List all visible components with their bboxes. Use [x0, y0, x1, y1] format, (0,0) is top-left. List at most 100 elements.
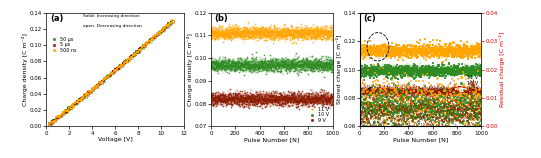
Point	[160, 27, 168, 29]
Point	[476, 48, 484, 51]
Point	[219, 61, 227, 64]
Point	[403, 50, 412, 52]
Point	[215, 99, 223, 101]
Point	[320, 97, 329, 100]
Point	[465, 108, 474, 110]
Point	[224, 65, 233, 67]
Point	[326, 62, 334, 65]
Point	[395, 94, 404, 97]
Point	[316, 31, 325, 34]
Point	[47, 121, 55, 124]
Point	[476, 71, 485, 74]
Point	[277, 95, 286, 97]
Point	[372, 112, 380, 115]
Point	[414, 105, 423, 107]
Point	[404, 70, 413, 73]
Point	[473, 99, 481, 101]
Point	[359, 112, 368, 114]
Point	[368, 87, 377, 89]
Point	[269, 97, 278, 100]
Point	[445, 89, 454, 92]
Point	[435, 112, 444, 115]
Point	[415, 47, 424, 49]
Point	[405, 107, 414, 110]
Point	[427, 91, 436, 94]
Point	[381, 106, 390, 108]
Point	[424, 85, 433, 88]
Point	[303, 32, 312, 34]
Point	[236, 96, 245, 98]
Point	[48, 119, 56, 122]
Point	[461, 50, 470, 52]
Point	[403, 103, 412, 105]
Point	[399, 50, 407, 53]
Point	[328, 61, 337, 63]
Point	[408, 50, 417, 52]
Point	[390, 66, 399, 69]
Point	[357, 70, 365, 72]
Point	[287, 63, 296, 66]
Point	[264, 59, 273, 62]
Point	[398, 48, 407, 50]
Point	[431, 90, 439, 93]
Point	[444, 74, 453, 76]
Point	[259, 95, 268, 97]
Point	[447, 89, 456, 91]
Point	[264, 26, 273, 28]
Point	[408, 85, 417, 88]
Point	[431, 89, 440, 91]
Point	[431, 102, 439, 104]
Point	[457, 71, 465, 73]
Point	[282, 100, 291, 103]
Point	[427, 74, 436, 77]
Point	[366, 91, 375, 94]
Point	[413, 107, 421, 110]
Point	[290, 36, 299, 39]
Point	[448, 100, 457, 102]
Point	[279, 35, 287, 38]
Point	[45, 122, 54, 125]
Point	[265, 63, 274, 66]
Point	[438, 56, 446, 58]
Point	[426, 51, 434, 54]
Point	[212, 103, 220, 105]
Point	[307, 30, 315, 33]
Point	[319, 102, 327, 105]
Point	[315, 64, 324, 66]
Point	[421, 70, 430, 73]
Point	[452, 72, 461, 74]
Point	[301, 61, 310, 63]
Point	[469, 89, 477, 91]
Point	[228, 61, 236, 64]
Point	[420, 90, 429, 93]
Point	[274, 31, 282, 33]
Point	[395, 90, 404, 93]
Point	[309, 65, 318, 68]
Point	[393, 53, 401, 56]
Point	[288, 34, 297, 36]
Point	[431, 91, 440, 93]
Point	[135, 49, 143, 52]
Point	[405, 52, 413, 54]
Point	[466, 90, 475, 93]
Point	[418, 80, 427, 82]
Point	[160, 28, 168, 31]
Point	[377, 68, 385, 71]
Point	[414, 109, 423, 111]
Point	[395, 48, 404, 50]
Point	[448, 108, 457, 110]
Point	[467, 75, 476, 78]
Point	[400, 119, 408, 121]
Point	[319, 34, 327, 37]
Point	[302, 65, 311, 67]
Point	[442, 57, 451, 59]
Point	[444, 49, 452, 52]
Point	[399, 52, 407, 54]
Point	[384, 51, 393, 53]
Point	[416, 72, 425, 75]
Point	[406, 101, 414, 103]
Point	[373, 49, 382, 52]
Point	[453, 52, 462, 55]
Point	[291, 35, 299, 38]
Point	[428, 72, 437, 74]
